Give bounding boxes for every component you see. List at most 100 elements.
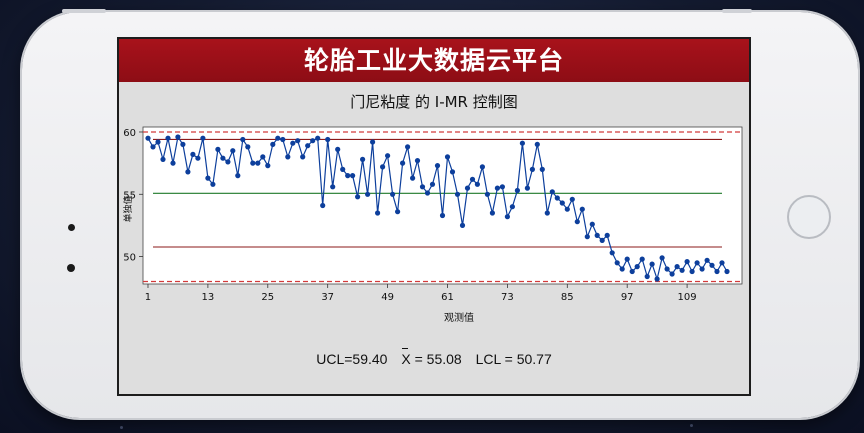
data-point-2: [150, 144, 156, 150]
data-point-109: [684, 259, 690, 265]
data-point-65: [464, 185, 471, 191]
data-point-91: [594, 232, 600, 238]
x-tick-label: 13: [202, 292, 215, 303]
data-point-116: [719, 260, 725, 266]
data-point-52: [400, 160, 406, 166]
data-point-106: [669, 271, 675, 277]
data-point-80: [539, 166, 545, 172]
data-point-29: [285, 154, 291, 160]
data-point-37: [325, 136, 331, 143]
data-point-73: [504, 214, 510, 220]
data-point-24: [260, 154, 266, 160]
data-point-20: [240, 136, 246, 143]
data-point-86: [569, 196, 575, 202]
data-point-100: [639, 256, 645, 262]
home-button-icon[interactable]: [787, 195, 831, 239]
data-point-6: [170, 160, 176, 166]
data-point-19: [235, 173, 241, 179]
data-point-57: [424, 190, 431, 196]
data-point-110: [689, 268, 695, 275]
x-tick-label: 109: [678, 292, 697, 303]
data-point-82: [549, 189, 555, 195]
data-point-115: [714, 268, 720, 275]
data-point-58: [429, 181, 436, 187]
data-point-42: [350, 173, 356, 179]
data-point-88: [579, 206, 585, 212]
banner-title: 轮胎工业大数据云平台: [119, 39, 749, 82]
data-point-30: [290, 140, 296, 146]
data-point-33: [305, 143, 311, 149]
data-point-75: [514, 187, 520, 194]
data-point-61: [444, 154, 451, 160]
y-tick-label: 60: [123, 128, 136, 139]
data-point-36: [320, 202, 326, 209]
data-point-71: [494, 185, 500, 191]
data-point-23: [255, 160, 261, 166]
data-point-113: [704, 257, 710, 263]
data-point-68: [479, 164, 485, 170]
data-point-104: [659, 255, 665, 261]
data-point-49: [385, 153, 391, 159]
data-point-90: [589, 221, 595, 227]
data-point-18: [230, 148, 236, 154]
data-point-32: [300, 154, 306, 160]
control-chart: 1 13 25 37 49 61 73 85 97 109 50 55 60 观测值 单独值: [122, 126, 743, 324]
data-point-64: [459, 222, 466, 228]
data-point-94: [609, 250, 615, 256]
data-point-25: [265, 163, 271, 169]
data-point-22: [250, 160, 256, 166]
data-point-69: [484, 191, 490, 197]
data-point-44: [360, 156, 366, 162]
x-tick-label: 1: [145, 292, 151, 303]
data-point-46: [370, 139, 376, 145]
data-point-79: [534, 141, 540, 147]
data-point-45: [365, 191, 371, 197]
data-point-98: [629, 268, 635, 275]
data-point-34: [310, 138, 316, 144]
x-axis-label: 观测值: [444, 311, 474, 324]
data-point-10: [190, 151, 196, 157]
data-point-87: [574, 219, 580, 225]
data-point-97: [624, 256, 630, 262]
x-tick-label: 61: [441, 292, 454, 303]
data-point-89: [584, 234, 590, 240]
data-point-41: [345, 173, 351, 179]
data-point-67: [474, 181, 480, 187]
x-tick-label: 85: [561, 292, 574, 303]
y-tick-label: 50: [123, 253, 136, 264]
data-point-5: [165, 135, 171, 141]
data-point-56: [419, 184, 426, 190]
data-point-102: [649, 261, 655, 267]
data-point-3: [155, 139, 161, 145]
volume-button: [62, 9, 106, 13]
y-axis-label: 单独值: [122, 195, 134, 222]
data-point-96: [619, 266, 625, 272]
data-point-43: [355, 194, 361, 200]
data-point-8: [180, 141, 186, 147]
data-point-13: [205, 175, 211, 181]
data-point-108: [679, 267, 685, 273]
data-point-39: [335, 146, 341, 152]
data-point-31: [295, 138, 301, 144]
data-point-40: [340, 166, 346, 172]
data-point-17: [225, 159, 231, 165]
data-point-60: [439, 212, 446, 219]
data-point-59: [434, 163, 441, 169]
data-point-55: [414, 158, 421, 164]
data-point-105: [664, 266, 670, 272]
y-tick-label: 55: [123, 190, 136, 201]
data-point-62: [449, 169, 456, 175]
data-point-48: [380, 164, 386, 170]
data-point-7: [175, 134, 181, 140]
data-point-12: [200, 135, 206, 141]
x-tick-label: 37: [321, 292, 334, 303]
ucl-value: UCL=59.40: [316, 351, 388, 367]
data-point-112: [699, 266, 705, 272]
data-point-92: [599, 237, 605, 243]
data-point-53: [405, 144, 411, 150]
x-tick-label: 49: [381, 292, 394, 303]
data-point-66: [469, 176, 476, 182]
data-point-93: [604, 232, 610, 238]
data-point-51: [395, 209, 401, 215]
data-point-83: [554, 195, 560, 201]
